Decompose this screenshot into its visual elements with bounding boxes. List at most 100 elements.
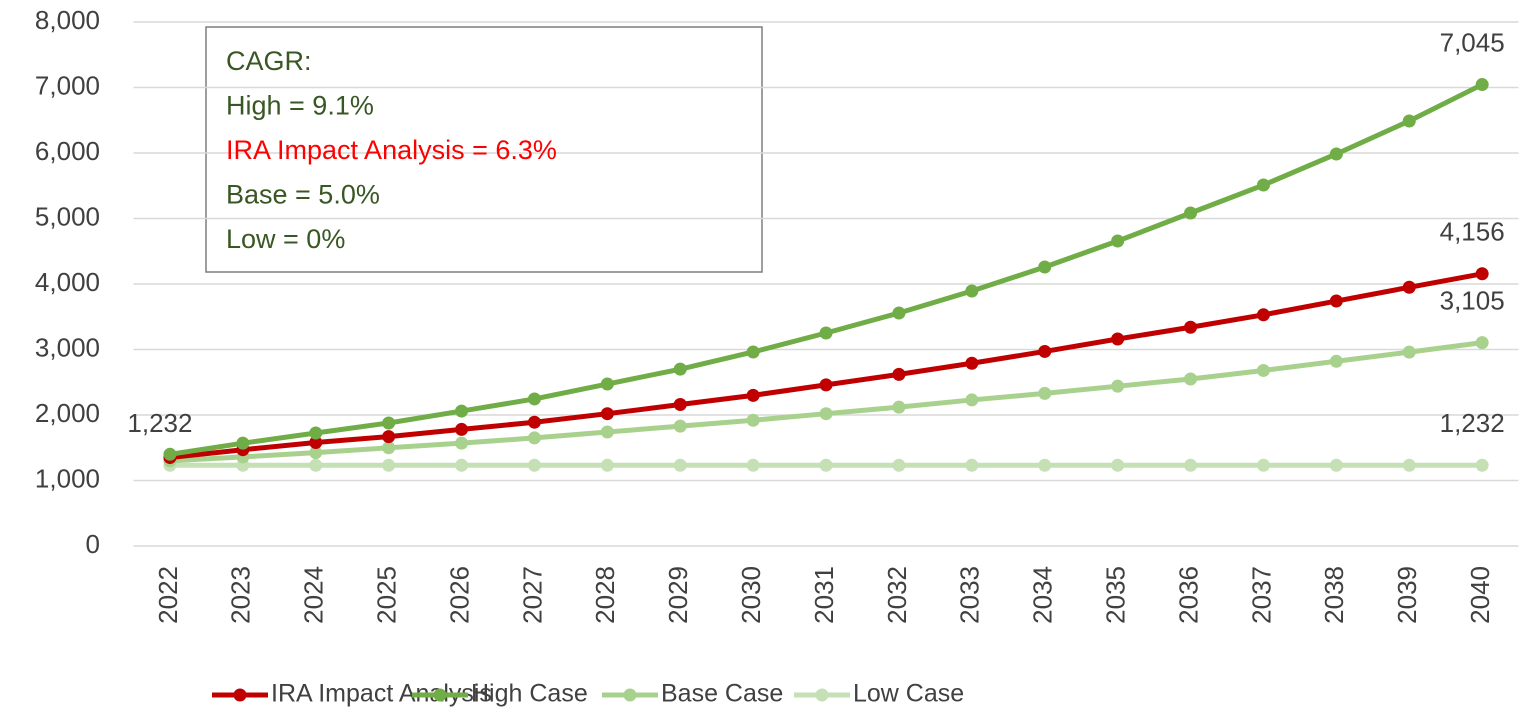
data-point — [965, 356, 979, 370]
data-point — [1475, 267, 1489, 281]
annotation-text: Low = 0% — [226, 224, 345, 254]
data-point — [1038, 344, 1052, 358]
data-point — [309, 436, 323, 450]
data-point — [1256, 458, 1270, 472]
x-tick-label: 2022 — [153, 566, 183, 624]
data-point — [965, 284, 979, 298]
data-label: 1,232 — [1440, 408, 1505, 438]
data-point — [382, 416, 396, 430]
data-point — [1329, 294, 1343, 308]
y-tick-label: 6,000 — [35, 136, 100, 166]
y-tick-label: 8,000 — [35, 5, 100, 35]
x-tick-label: 2038 — [1319, 566, 1349, 624]
data-point — [382, 441, 396, 455]
data-point — [1111, 234, 1125, 248]
x-tick-label: 2035 — [1101, 566, 1131, 624]
data-point — [673, 458, 687, 472]
legend-label: High Case — [471, 680, 588, 708]
data-point — [673, 419, 687, 433]
data-point — [1475, 78, 1489, 92]
data-point — [600, 425, 614, 439]
data-point — [527, 392, 541, 406]
y-tick-label: 4,000 — [35, 267, 100, 297]
data-point — [1038, 260, 1052, 274]
x-tick-label: 2040 — [1465, 566, 1495, 624]
data-point — [746, 345, 760, 359]
data-point — [1329, 147, 1343, 161]
data-point — [309, 458, 323, 472]
x-tick-label: 2033 — [955, 566, 985, 624]
data-point — [382, 430, 396, 444]
data-point — [527, 431, 541, 445]
data-point — [1184, 206, 1198, 220]
data-point — [746, 458, 760, 472]
data-point — [1402, 114, 1416, 128]
y-tick-label: 0 — [86, 529, 100, 559]
data-point — [455, 436, 469, 450]
data-point — [236, 436, 250, 450]
x-tick-label: 2037 — [1246, 566, 1276, 624]
data-point — [382, 458, 396, 472]
data-point — [455, 422, 469, 436]
data-point — [1256, 178, 1270, 192]
annotation-text: IRA Impact Analysis = 6.3% — [226, 135, 557, 165]
y-tick-label: 5,000 — [35, 201, 100, 231]
x-tick-label: 2028 — [590, 566, 620, 624]
data-point — [892, 306, 906, 320]
x-tick-label: 2026 — [444, 566, 474, 624]
x-tick-label: 2031 — [809, 566, 839, 624]
data-point — [1111, 379, 1125, 393]
data-point — [600, 407, 614, 421]
data-point — [163, 447, 177, 461]
data-point — [1184, 320, 1198, 334]
x-tick-label: 2029 — [663, 566, 693, 624]
data-point — [1402, 458, 1416, 472]
data-point — [1402, 345, 1416, 359]
data-point — [1184, 372, 1198, 386]
data-point — [965, 393, 979, 407]
data-point — [892, 458, 906, 472]
data-point — [1475, 458, 1489, 472]
data-point — [1329, 354, 1343, 368]
data-point — [1111, 332, 1125, 346]
x-tick-label: 2036 — [1173, 566, 1203, 624]
x-tick-label: 2034 — [1028, 566, 1058, 624]
data-point — [1038, 458, 1052, 472]
data-label: 1,232 — [127, 408, 192, 438]
legend-label: Base Case — [661, 680, 783, 708]
annotation-text: CAGR: — [226, 46, 312, 76]
data-point — [527, 415, 541, 429]
annotation-text: Base = 5.0% — [226, 180, 380, 210]
series-line — [169, 340, 1483, 464]
data-point — [1184, 458, 1198, 472]
data-point — [1329, 458, 1343, 472]
legend-marker — [433, 688, 447, 702]
data-point — [1256, 308, 1270, 322]
data-label: 7,045 — [1440, 27, 1505, 57]
data-point — [1402, 280, 1416, 294]
data-label: 4,156 — [1440, 217, 1505, 247]
data-point — [309, 426, 323, 440]
annotation-box — [205, 26, 763, 273]
data-point — [527, 458, 541, 472]
data-point — [309, 446, 323, 460]
annotation-text: High = 9.1% — [226, 91, 374, 121]
data-point — [673, 362, 687, 376]
data-point — [673, 398, 687, 412]
x-tick-label: 2032 — [882, 566, 912, 624]
legend-label: Low Case — [853, 680, 964, 708]
data-point — [1475, 336, 1489, 350]
data-point — [892, 400, 906, 414]
legend-marker — [623, 688, 637, 702]
legend-marker — [233, 688, 247, 702]
x-tick-label: 2027 — [517, 566, 547, 624]
data-point — [1038, 386, 1052, 400]
data-point — [455, 458, 469, 472]
data-point — [1111, 458, 1125, 472]
data-point — [600, 377, 614, 391]
x-tick-label: 2024 — [299, 566, 329, 624]
y-tick-label: 1,000 — [35, 463, 100, 493]
data-point — [819, 407, 833, 421]
x-tick-label: 2023 — [226, 566, 256, 624]
